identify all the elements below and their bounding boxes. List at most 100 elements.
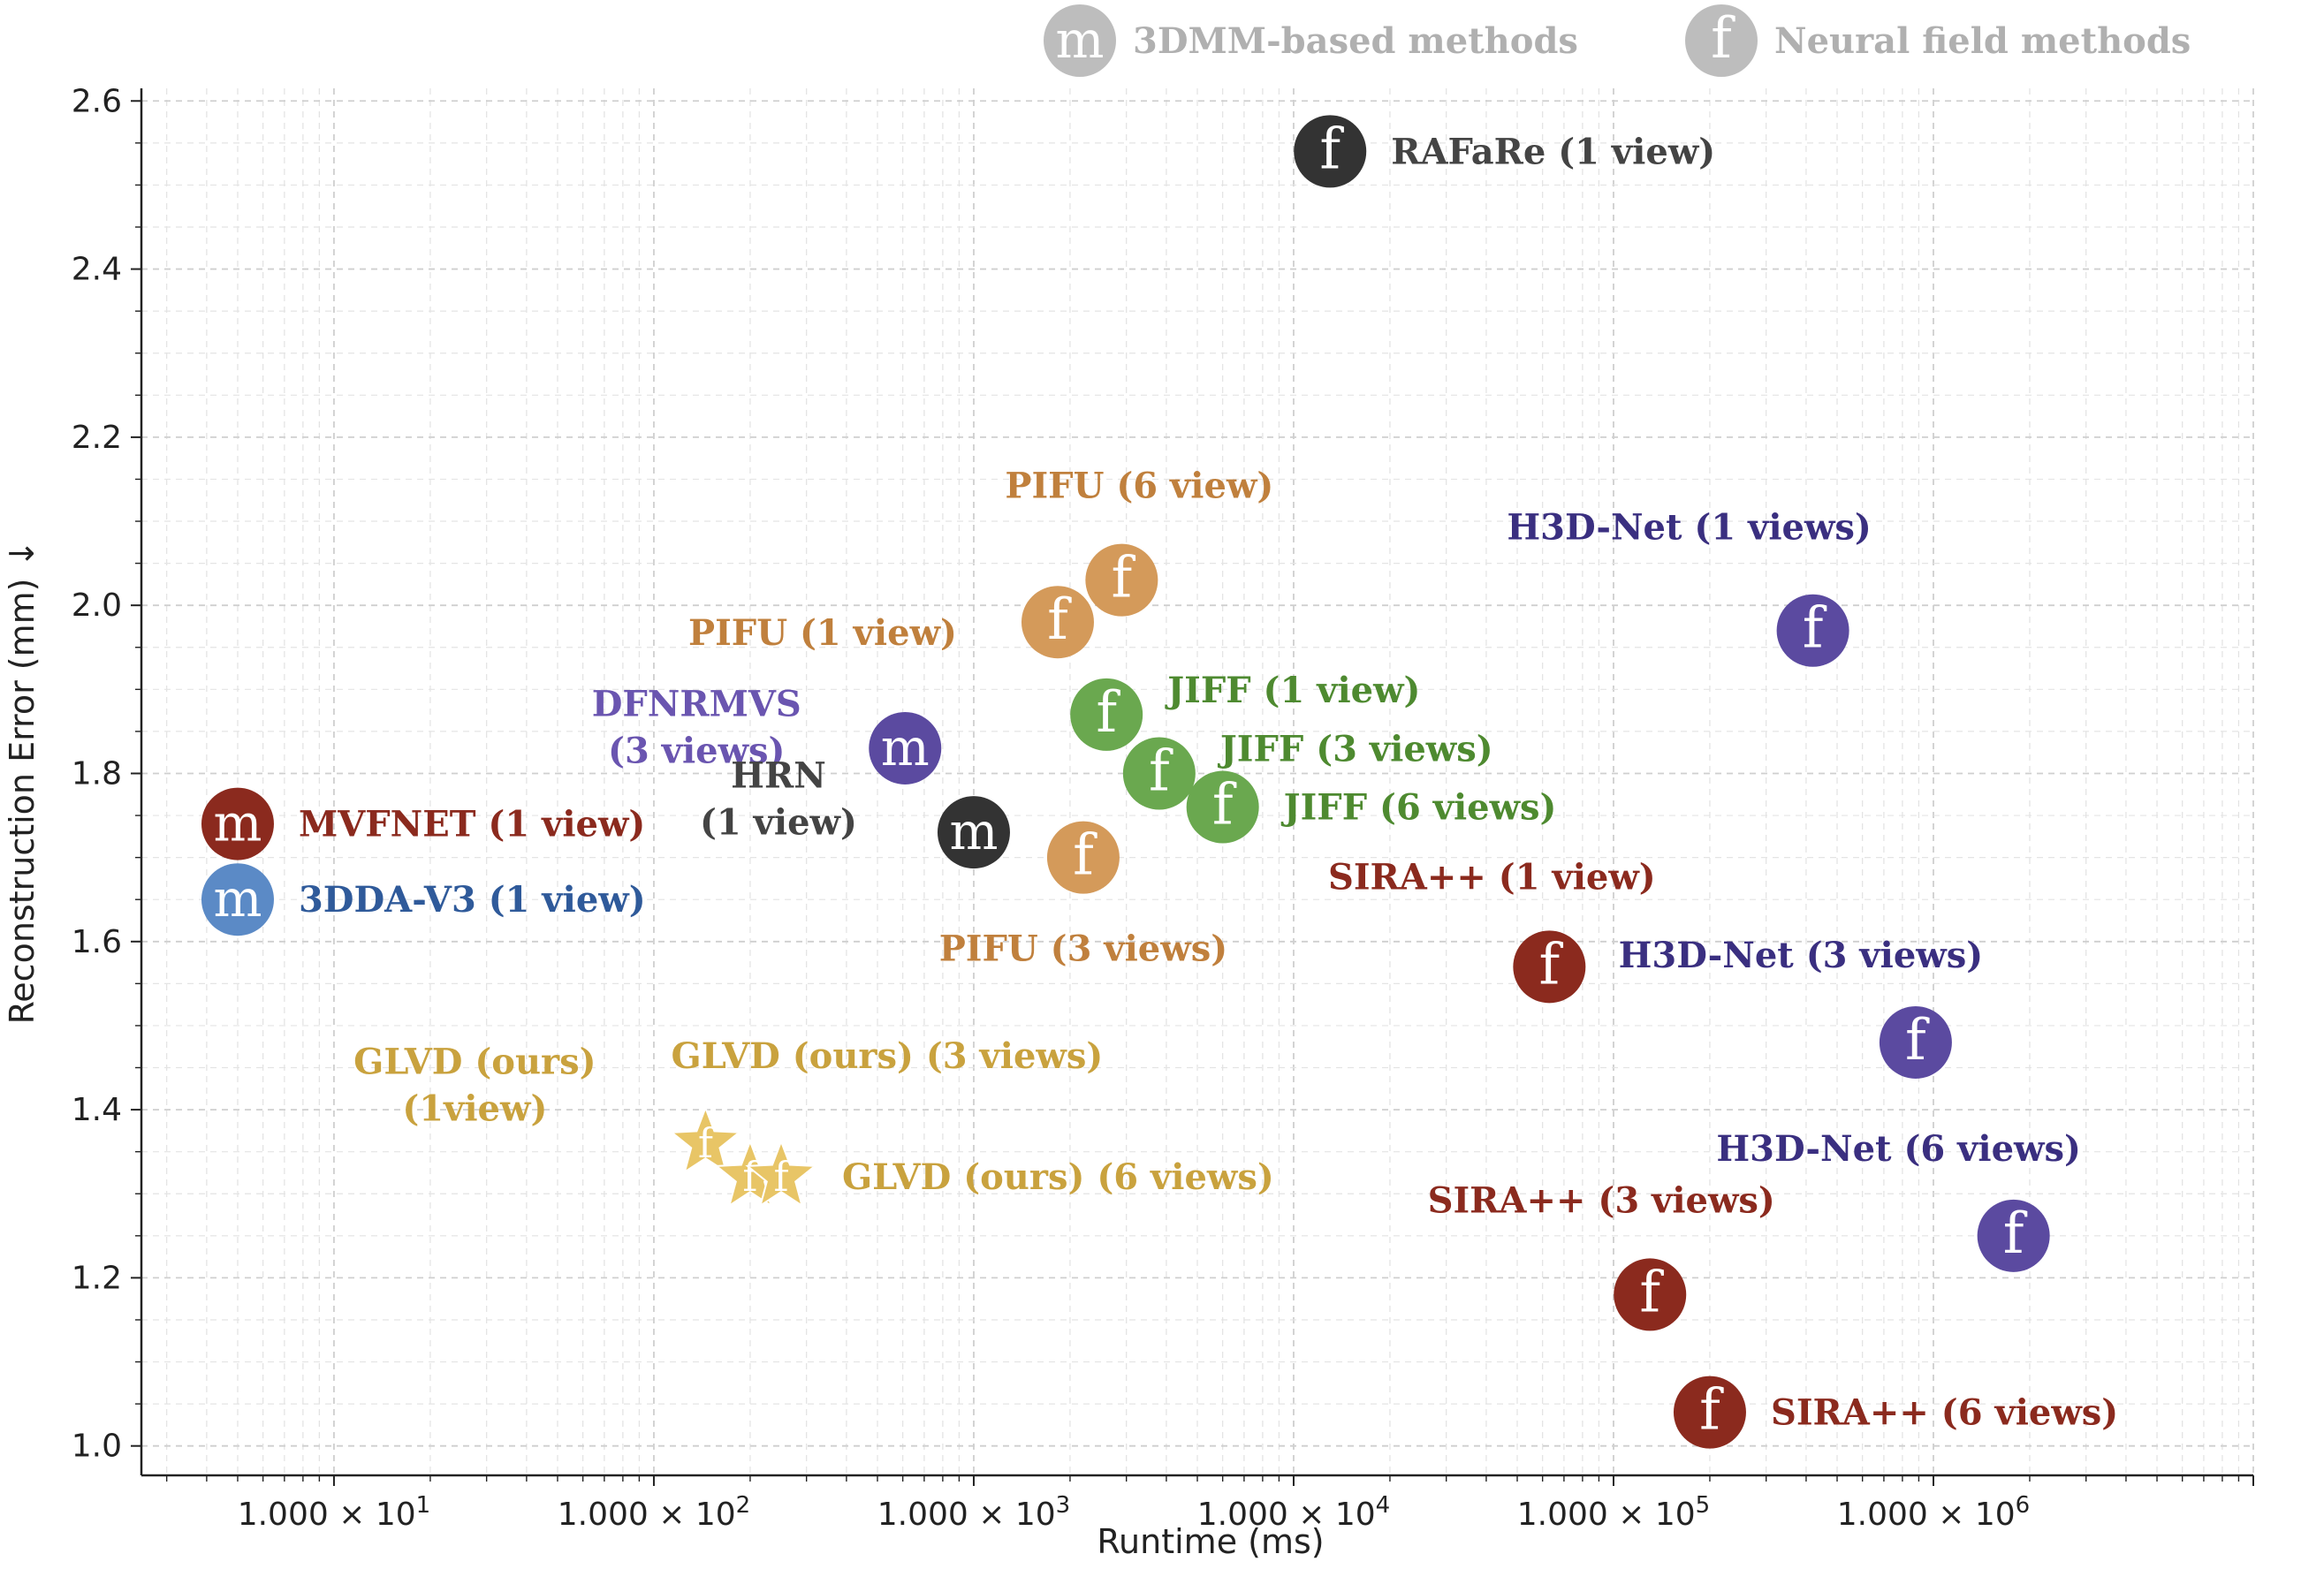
marker-symbol: f: [1538, 932, 1563, 997]
x-axis-title: Runtime (ms): [1097, 1522, 1324, 1561]
circle-marker: [869, 711, 942, 784]
y-tick-label: 1.6: [72, 924, 122, 960]
legend: m 3DMM-based methods f Neural field methods: [1044, 4, 2191, 77]
label-hrn-1-view: HRN (1 view): [700, 755, 857, 844]
label-jiff-3-views: JIFF (3 views): [1218, 728, 1493, 769]
marker-symbol: f: [1073, 823, 1097, 889]
y-tick-label: 2.6: [72, 83, 122, 119]
legend-marker: [1685, 4, 1758, 77]
marker-symbol: f: [1096, 680, 1120, 746]
marker-symbol: f: [1047, 587, 1072, 653]
point-sira-3-views: f: [1614, 1258, 1687, 1331]
legend-label: Neural field methods: [1774, 20, 2191, 62]
label-glvd-ours-6-views: GLVD (ours) (6 views): [842, 1156, 1274, 1198]
point-pifu-6-view: f: [1085, 543, 1158, 617]
marker-symbol: f: [742, 1153, 760, 1201]
y-tick-label: 1.2: [72, 1260, 122, 1296]
circle-marker: [1294, 115, 1367, 188]
legend-symbol: m: [1056, 10, 1105, 70]
x-tick-label: 1.000 × 103: [877, 1492, 1070, 1533]
marker-symbol: f: [1149, 739, 1173, 804]
circle-marker: [1021, 586, 1094, 659]
marker-symbol: m: [881, 717, 930, 777]
circle-marker: [1070, 678, 1143, 751]
y-tick-label: 1.0: [72, 1429, 122, 1465]
point-h3d-net-3-views: f: [1879, 1005, 1952, 1079]
label-jiff-6-views: JIFF (6 views): [1281, 787, 1557, 829]
label-h3d-net-3-views: H3D-Net (3 views): [1619, 935, 1984, 976]
marker-symbol: f: [1803, 596, 1827, 662]
point-h3d-net-1-views: f: [1776, 594, 1849, 667]
label-3dda-v3-1-view: 3DDA-V3 (1 view): [299, 879, 646, 921]
legend-marker: [1044, 4, 1116, 77]
point-mvfnet-1-view: m: [201, 787, 274, 860]
label-glvd-ours-1view: GLVD (ours) (1view): [353, 1042, 596, 1130]
marker-symbol: f: [1699, 1378, 1724, 1444]
star-marker: [669, 1105, 742, 1174]
x-tick-label: 1.000 × 102: [558, 1492, 750, 1533]
label-sira-3-views: SIRA++ (3 views): [1428, 1179, 1775, 1221]
marker-symbol: f: [1319, 117, 1344, 182]
circle-marker: [1614, 1258, 1687, 1331]
star-marker: [745, 1139, 817, 1208]
legend-label: 3DMM-based methods: [1133, 20, 1578, 62]
label-dfnrmvs-3-views: DFNRMVS (3 views): [592, 683, 801, 771]
label-h3d-net-1-views: H3D-Net (1 views): [1507, 507, 1872, 549]
label-pifu-3-views: PIFU (3 views): [939, 929, 1227, 970]
marker-symbol: f: [1212, 773, 1237, 838]
circle-marker: [1046, 821, 1120, 894]
point-sira-1-view: f: [1513, 930, 1586, 1004]
y-axis-title: Reconstruction Error (mm) ↓: [3, 540, 42, 1025]
ticks: 1.0 1.2 1.4 1.6 1.8 2.0 2.2 2.4 2.6 1.000 × 101 1.…: [72, 83, 2254, 1533]
y-tick-label: 2.2: [72, 420, 122, 456]
circle-marker: [1776, 594, 1849, 667]
label-sira-1-view: SIRA++ (1 view): [1328, 856, 1656, 898]
point-sira-6-views: f: [1673, 1376, 1746, 1449]
point-pifu-3-views: f: [1046, 821, 1120, 894]
legend-item-neural-field-methods: f Neural field methods: [1685, 4, 2191, 77]
circle-marker: [201, 863, 274, 936]
x-tick-label: 1.000 × 101: [238, 1492, 430, 1533]
legend-symbol: f: [1711, 6, 1735, 72]
marker-symbol: f: [1639, 1260, 1664, 1325]
point-jiff-6-views: f: [1186, 770, 1259, 844]
point-labels: RAFaRe (1 view) PIFU (6 view) PIFU (1 view…: [299, 131, 2118, 1433]
point-jiff-3-views: f: [1122, 737, 1196, 810]
label-sira-6-views: SIRA++ (6 views): [1771, 1392, 2118, 1434]
y-tick-label: 2.4: [72, 252, 122, 288]
circle-marker: [1186, 770, 1259, 844]
marker-symbol: m: [213, 793, 262, 853]
point-3dda-v3-1-view: m: [201, 863, 274, 936]
y-tick-label: 2.0: [72, 587, 122, 624]
marker-symbol: f: [698, 1119, 716, 1167]
circle-marker: [1879, 1005, 1952, 1079]
x-tick-label: 1.000 × 104: [1197, 1492, 1390, 1533]
point-rafare-1-view: f: [1294, 115, 1367, 188]
label-jiff-1-view: JIFF (1 view): [1165, 670, 1420, 711]
point-hrn-1-view: m: [937, 796, 1010, 869]
point-glvd-ours-1view: f: [669, 1105, 742, 1174]
label-mvfnet-1-view: MVFNET (1 view): [299, 804, 645, 845]
marker-symbol: m: [949, 801, 998, 861]
point-dfnrmvs-3-views: m: [869, 711, 942, 784]
label-rafare-1-view: RAFaRe (1 view): [1391, 131, 1715, 172]
circle-marker: [1977, 1199, 2050, 1272]
marker-symbol: f: [1905, 1008, 1930, 1073]
point-h3d-net-6-views: f: [1977, 1199, 2050, 1272]
circle-marker: [1122, 737, 1196, 810]
point-glvd-ours-6-views: f: [745, 1139, 817, 1208]
marker-symbol: f: [2003, 1201, 2028, 1267]
circle-marker: [1085, 543, 1158, 617]
marker-symbol: f: [774, 1153, 792, 1201]
x-tick-label: 1.000 × 105: [1517, 1492, 1710, 1533]
circle-marker: [937, 796, 1010, 869]
label-pifu-6-view: PIFU (6 view): [1005, 466, 1273, 507]
marker-symbol: f: [1112, 546, 1136, 611]
circle-marker: [1673, 1376, 1746, 1449]
legend-item-3dmm-based-methods: m 3DMM-based methods: [1044, 4, 1578, 77]
point-jiff-1-view: f: [1070, 678, 1143, 751]
y-tick-label: 1.8: [72, 755, 122, 792]
x-tick-label: 1.000 × 106: [1837, 1492, 2030, 1533]
